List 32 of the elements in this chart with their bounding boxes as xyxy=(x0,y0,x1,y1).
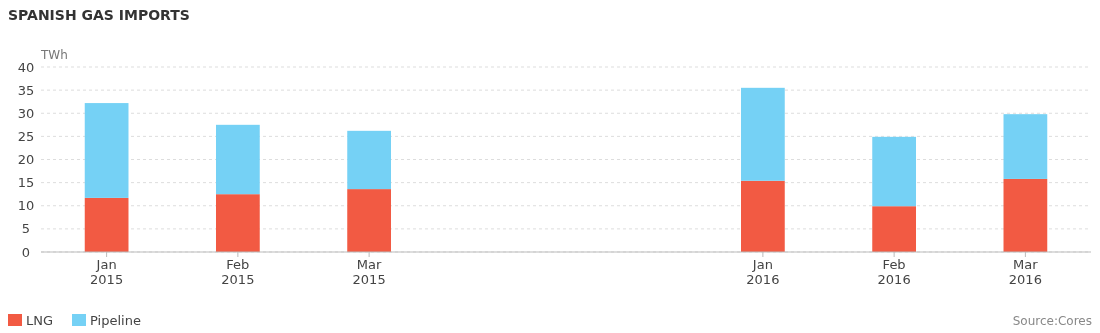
x-tick-label: Jan 2016 xyxy=(746,257,780,287)
x-tick-label: Feb 2015 xyxy=(221,257,255,287)
y-tick-label: 25 xyxy=(17,128,35,144)
bar xyxy=(872,136,916,207)
y-tick-label: 5 xyxy=(21,221,31,237)
y-tick-label: 15 xyxy=(17,175,35,191)
bar xyxy=(1003,114,1048,179)
bar xyxy=(216,124,260,195)
bar xyxy=(741,87,785,181)
y-tick-label: 30 xyxy=(17,105,35,121)
y-tick-label: 10 xyxy=(17,198,35,214)
x-tick-label: Mar 2016 xyxy=(1008,257,1042,287)
x-tick-label: Jan 2015 xyxy=(90,257,124,287)
bar xyxy=(347,189,391,252)
bar xyxy=(1003,178,1048,252)
legend-label: Pipeline xyxy=(90,313,141,328)
y-axis-title: TWh xyxy=(40,48,68,62)
y-tick-label: 35 xyxy=(17,82,35,98)
legend-label: LNG xyxy=(26,313,54,328)
y-tick-label: 40 xyxy=(17,59,35,75)
x-tick-label: Mar 2015 xyxy=(352,257,386,287)
chart-title: SPANISH GAS IMPORTS xyxy=(8,7,190,23)
bar xyxy=(216,194,260,252)
y-tick-label: 0 xyxy=(21,244,31,260)
bar xyxy=(872,206,916,252)
y-tick-label: 20 xyxy=(17,152,35,168)
x-tick-label: Feb 2016 xyxy=(877,257,911,287)
bar xyxy=(347,130,391,190)
bar xyxy=(84,103,129,198)
source-note: Source:Cores xyxy=(1012,314,1092,328)
bar xyxy=(741,180,785,252)
bar xyxy=(84,197,129,252)
